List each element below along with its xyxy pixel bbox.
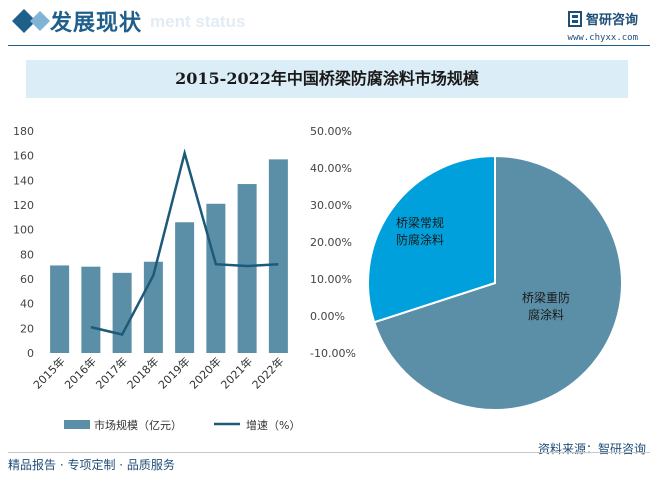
y-right-tick-label: 40.00%	[310, 162, 352, 175]
bar	[206, 203, 226, 353]
x-tick-label: 2018年	[124, 354, 161, 391]
bar	[112, 272, 132, 353]
y-right-tick-label: 10.00%	[310, 273, 352, 286]
footer-divider	[8, 452, 650, 453]
chart-title: 2015-2022年中国桥梁防腐涂料市场规模	[175, 69, 479, 88]
bar	[81, 266, 101, 353]
y-left-tick-label: 120	[13, 199, 34, 212]
x-tick-label: 2021年	[218, 354, 255, 391]
x-tick-label: 2020年	[187, 354, 224, 391]
x-tick-label: 2022年	[249, 354, 286, 391]
bar	[268, 159, 288, 353]
y-left-tick-label: 180	[13, 125, 34, 138]
brand-url[interactable]: www.chyxx.com	[567, 33, 638, 43]
y-right-tick-label: -10.00%	[310, 347, 356, 360]
growth-line	[90, 148, 279, 336]
y-right-tick-label: 30.00%	[310, 199, 352, 212]
chart-title-band	[26, 60, 628, 98]
source-note: 资料来源：智研咨询	[537, 442, 646, 456]
x-tick-label: 2017年	[93, 354, 130, 391]
x-tick-label: 2016年	[62, 354, 99, 391]
bar	[237, 184, 257, 353]
pie-slice	[372, 154, 623, 411]
pie-slice	[367, 154, 496, 324]
x-tick-label: 2019年	[155, 354, 192, 391]
legend-bar-label: 市场规模（亿元）	[94, 418, 182, 432]
y-left-tick-label: 80	[20, 248, 34, 261]
section-title: 发展现状	[50, 11, 143, 36]
legend-bar-swatch	[64, 420, 90, 429]
bar	[175, 222, 195, 353]
pie-slice-label: 桥梁常规	[396, 215, 444, 230]
y-left-tick-label: 0	[27, 347, 34, 360]
brand-logo-icon	[567, 10, 582, 27]
footer-slogan: 精品报告 · 专项定制 · 品质服务	[8, 458, 175, 472]
y-left-tick-label: 40	[20, 298, 34, 311]
pie-slice-label: 桥梁重防	[522, 290, 570, 305]
y-right-tick-label: 20.00%	[310, 236, 352, 249]
y-right-tick-label: 0.00%	[310, 310, 345, 323]
y-left-tick-label: 60	[20, 273, 34, 286]
pie-slice-label: 防腐涂料	[396, 232, 444, 247]
y-left-tick-label: 160	[13, 150, 34, 163]
y-left-tick-label: 20	[20, 322, 34, 335]
brand[interactable]: 智研咨询	[567, 9, 638, 28]
legend-line-label: 增速（%）	[246, 418, 300, 432]
header-diamond-icon	[12, 9, 50, 33]
y-right-tick-label: 50.00%	[310, 125, 352, 138]
pie-slice-label: 腐涂料	[528, 307, 564, 322]
bar	[50, 265, 70, 353]
y-left-tick-label: 140	[13, 174, 34, 187]
header-divider	[8, 45, 650, 46]
y-left-tick-label: 100	[13, 224, 34, 237]
header-watermark: ment status	[150, 12, 246, 31]
brand-name: 智研咨询	[585, 13, 638, 28]
x-tick-label: 2015年	[30, 354, 67, 391]
